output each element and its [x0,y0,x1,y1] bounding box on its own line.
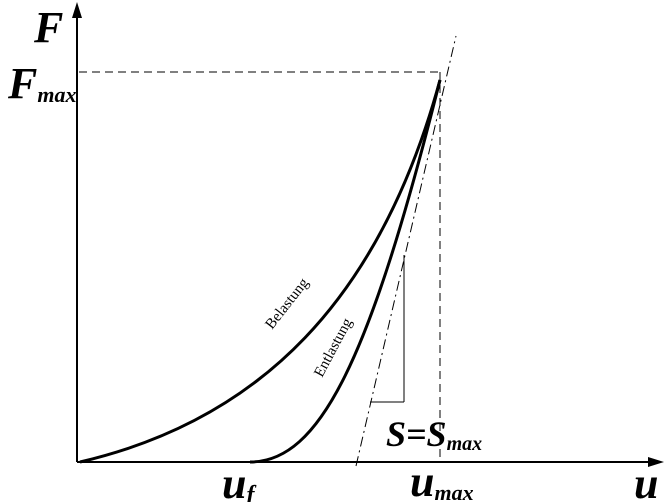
loading-curve-label: Belastung [263,275,313,333]
umax-label-main: u [410,457,434,502]
stiffness-label: S=Smax [386,414,482,455]
x-axis-label: u [634,459,658,502]
x-axis-arrow [648,457,664,467]
stiffness-label-equals: = [406,414,427,454]
stiffness-label-left: S [386,414,406,454]
loading-curve [79,79,442,464]
fmax-label-main: F [7,59,37,108]
tangent-line [355,35,457,467]
umax-label: umax [410,457,474,502]
stiffness-label-right: S [427,414,447,454]
stiffness-label-sub: max [447,433,483,455]
unloading-curve [249,79,442,464]
uf-label: uf [222,459,256,502]
uf-label-main: u [222,459,246,502]
fmax-label-sub: max [37,82,76,107]
uf-label-sub: f [246,482,256,502]
fmax-label: Fmax [7,59,76,108]
y-axis-label: F [33,3,63,52]
umax-label-sub: max [434,480,473,502]
y-axis-arrow [72,2,82,18]
